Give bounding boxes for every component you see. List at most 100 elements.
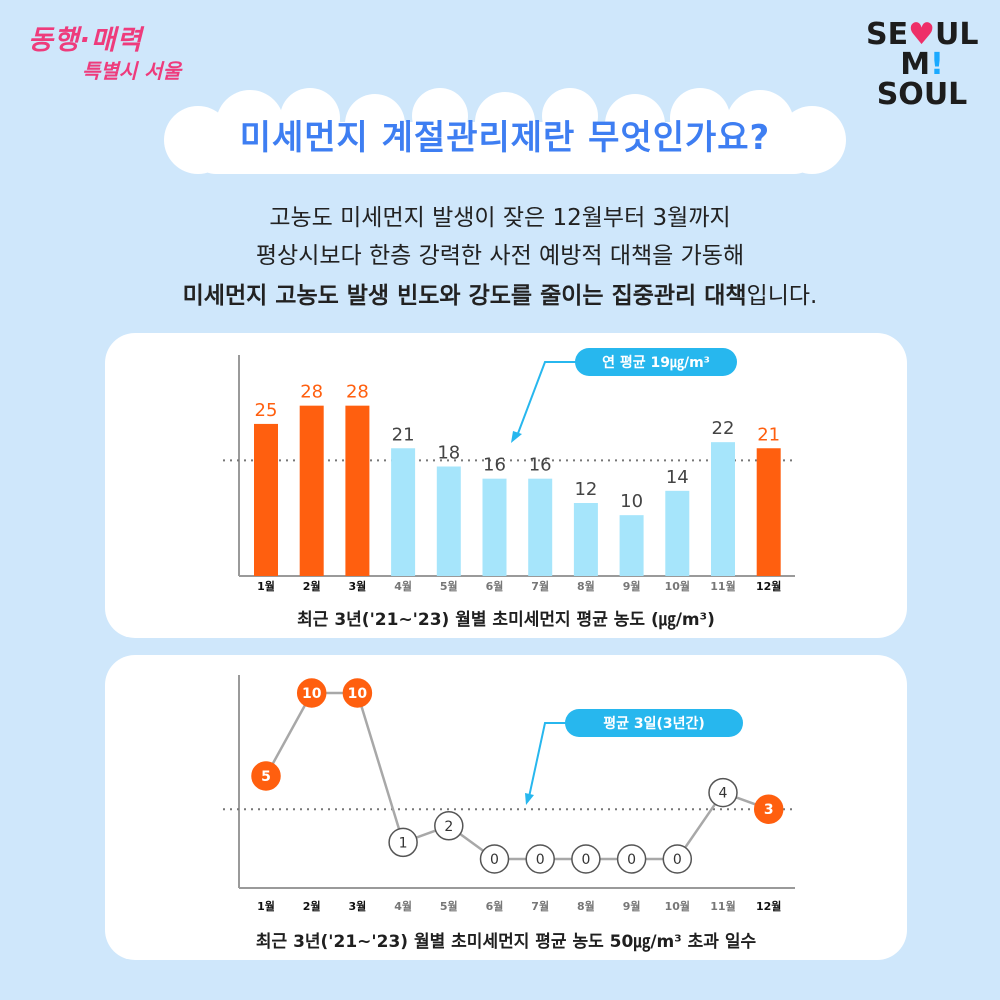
intro-ending: 입니다. bbox=[746, 283, 818, 309]
bar bbox=[436, 466, 461, 576]
x-tick-label: 1월 bbox=[257, 899, 275, 913]
point-value-label: 2 bbox=[444, 819, 453, 835]
bar-value-label: 22 bbox=[712, 418, 735, 439]
point-value-label: 0 bbox=[581, 852, 590, 868]
bar bbox=[528, 478, 553, 576]
bar-value-label: 16 bbox=[529, 455, 552, 476]
data-point bbox=[342, 678, 373, 708]
point-value-label: 1 bbox=[399, 835, 408, 851]
bar bbox=[756, 448, 781, 576]
data-point bbox=[296, 678, 327, 708]
data-point bbox=[708, 777, 738, 808]
x-tick-label: 12월 bbox=[756, 579, 781, 593]
bar bbox=[299, 405, 324, 576]
point-value-label: 0 bbox=[673, 852, 682, 868]
data-point bbox=[753, 794, 784, 824]
bar-value-label: 16 bbox=[483, 455, 506, 476]
point-value-label: 10 bbox=[348, 686, 368, 702]
point-value-label: 0 bbox=[490, 852, 499, 868]
x-tick-label: 4월 bbox=[394, 899, 412, 913]
logo-text-ul: UL bbox=[935, 17, 979, 52]
x-tick-label: 2월 bbox=[303, 899, 321, 913]
cloud-shape bbox=[164, 88, 846, 174]
x-tick-label: 10월 bbox=[665, 579, 690, 593]
intro-line-3: 미세먼지 고농도 발생 빈도와 강도를 줄이는 집중관리 대책입니다. bbox=[0, 276, 1000, 310]
x-tick-label: 9월 bbox=[623, 899, 641, 913]
point-value-label: 10 bbox=[302, 686, 322, 702]
intro-line-1: 고농도 미세먼지 발생이 잦은 12월부터 3월까지 bbox=[269, 205, 731, 231]
point-value-label: 0 bbox=[536, 852, 545, 868]
line-chart-card: 평균 3일(3년간) 5 1월 10 2월 10 3월 1 4월 2 5월 0 6월 0 7월 0 8월 0 9월 0… bbox=[105, 655, 907, 960]
x-tick-label: 8월 bbox=[577, 579, 595, 593]
x-tick-label: 6월 bbox=[486, 899, 504, 913]
x-tick-label: 8월 bbox=[577, 899, 595, 913]
line-chart: 평균 3일(3년간) 5 1월 10 2월 10 3월 1 4월 2 5월 0 6월 0 7월 0 8월 0 9월 0… bbox=[223, 675, 795, 913]
bar-value-label: 12 bbox=[574, 479, 597, 500]
bar bbox=[482, 478, 507, 576]
x-tick-label: 6월 bbox=[486, 579, 504, 593]
arrow-head-icon bbox=[511, 431, 522, 443]
heart-icon: ♥ bbox=[908, 17, 936, 52]
bar-value-label: 18 bbox=[437, 443, 460, 464]
average-label: 평균 3일(3년간) bbox=[603, 715, 705, 732]
bar bbox=[711, 442, 735, 576]
data-point bbox=[662, 844, 693, 874]
average-label: 연 평균 19㎍/m³ bbox=[602, 354, 710, 372]
title-cloud: 미세먼지 계절관리제란 무엇인가요? bbox=[150, 88, 860, 178]
data-point bbox=[571, 844, 601, 874]
x-tick-label: 10월 bbox=[665, 899, 690, 913]
logo-text-m: M bbox=[900, 47, 931, 82]
slogan-line-1: 동행·매력 bbox=[28, 25, 143, 56]
data-point bbox=[525, 844, 555, 874]
point-value-label: 3 bbox=[764, 802, 774, 818]
bar-value-label: 21 bbox=[392, 424, 415, 445]
arrow-head-icon bbox=[525, 793, 534, 805]
bar-chart-card: 25 1월 28 2월 28 3월 21 4월 18 5월 16 6월 16 7월 12 8월 10 9월 14 10… bbox=[105, 333, 907, 638]
bar-value-label: 14 bbox=[666, 467, 689, 488]
bar bbox=[619, 515, 644, 576]
x-tick-label: 12월 bbox=[756, 899, 781, 913]
intro-highlight: 미세먼지 고농도 발생 빈도와 강도를 줄이는 집중관리 대책 bbox=[182, 283, 747, 309]
data-point bbox=[479, 844, 510, 874]
exclamation-icon: ! bbox=[930, 47, 944, 82]
data-point bbox=[388, 827, 418, 858]
x-tick-label: 5월 bbox=[440, 579, 458, 593]
data-point bbox=[251, 761, 281, 791]
x-tick-label: 11월 bbox=[710, 899, 735, 913]
x-tick-label: 3월 bbox=[349, 579, 367, 593]
bar bbox=[391, 448, 416, 576]
x-tick-label: 7월 bbox=[531, 579, 549, 593]
logo-text-soul: SOUL bbox=[876, 77, 968, 112]
point-value-label: 4 bbox=[719, 786, 728, 802]
seoul-my-soul-logo: SE♥UL M! SOUL bbox=[866, 17, 979, 112]
average-badge bbox=[575, 348, 737, 376]
callout-arrow bbox=[528, 722, 577, 798]
callout-arrow bbox=[516, 361, 587, 437]
logo-text-se: SE bbox=[866, 17, 909, 52]
x-tick-label: 4월 bbox=[394, 579, 412, 593]
data-point bbox=[434, 811, 464, 841]
intro-line-2: 평상시보다 한층 강력한 사전 예방적 대책을 가동해 bbox=[255, 243, 745, 269]
x-tick-label: 2월 bbox=[303, 579, 321, 593]
bar-value-label: 28 bbox=[346, 382, 369, 403]
bar-value-label: 28 bbox=[300, 382, 323, 403]
point-value-label: 0 bbox=[627, 852, 636, 868]
bar-chart: 25 1월 28 2월 28 3월 21 4월 18 5월 16 6월 16 7월 12 8월 10 9월 14 10… bbox=[223, 348, 795, 593]
bar-value-label: 25 bbox=[255, 400, 278, 421]
seoul-slogan-logo: 동행·매력 특별시 서울 bbox=[28, 18, 181, 84]
slogan-line-2: 특별시 서울 bbox=[82, 59, 181, 83]
page-title: 미세먼지 계절관리제란 무엇인가요? bbox=[239, 118, 771, 158]
x-tick-label: 5월 bbox=[440, 899, 458, 913]
line-chart-title: 최근 3년('21~'23) 월별 초미세먼지 평균 농도 50㎍/m³ 초과 … bbox=[255, 932, 757, 952]
data-point bbox=[616, 844, 647, 874]
x-tick-label: 3월 bbox=[349, 899, 367, 913]
bar bbox=[254, 423, 278, 576]
x-tick-label: 11월 bbox=[710, 579, 735, 593]
bar-chart-title: 최근 3년('21~'23) 월별 초미세먼지 평균 농도 (㎍/m³) bbox=[297, 610, 715, 630]
bar-value-label: 21 bbox=[757, 424, 780, 445]
bar bbox=[573, 503, 598, 576]
bar-value-label: 10 bbox=[620, 491, 643, 512]
x-tick-label: 9월 bbox=[623, 579, 641, 593]
x-tick-label: 7월 bbox=[531, 899, 549, 913]
bar bbox=[665, 490, 690, 576]
